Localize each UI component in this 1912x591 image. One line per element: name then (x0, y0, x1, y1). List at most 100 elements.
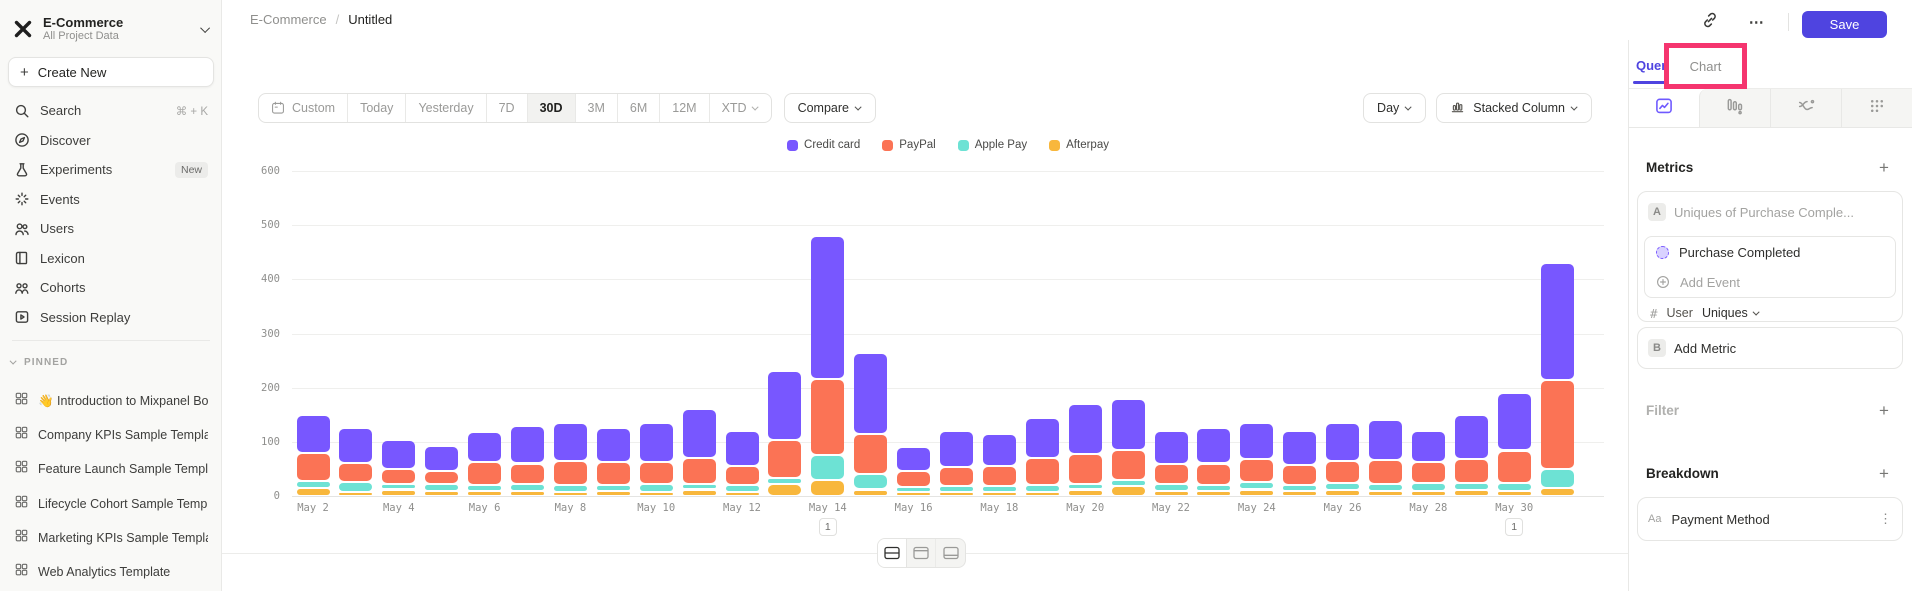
bar-segment-credit-card[interactable] (1025, 418, 1059, 458)
bar-segment-paypal[interactable] (425, 471, 459, 483)
pinned-item-company-kpis-sample-template[interactable]: Company KPIs Sample Template (4, 418, 218, 452)
bar-segment-paypal[interactable] (982, 466, 1016, 486)
sidebar-item-users[interactable]: Users (4, 214, 218, 244)
bar-segment-credit-card[interactable] (1068, 404, 1102, 454)
bar-segment-credit-card[interactable] (811, 237, 845, 378)
pinned-section-header[interactable]: PINNED (9, 357, 68, 368)
kebab-menu-icon[interactable]: ⋮ (1879, 511, 1892, 526)
add-filter-plus-button[interactable]: + (1879, 401, 1889, 420)
layout-chart-only-button[interactable] (907, 539, 936, 567)
bar-segment-credit-card[interactable] (682, 410, 716, 458)
bar-segment-afterpay[interactable] (682, 490, 716, 495)
bar-segment-paypal[interactable] (1154, 464, 1188, 484)
bar-segment-paypal[interactable] (553, 461, 587, 485)
annotation-marker-may-30[interactable]: 1 (1505, 518, 1524, 536)
save-button[interactable]: Save (1802, 11, 1887, 38)
bar-segment-apple-pay[interactable] (1497, 484, 1531, 490)
bar-segment-credit-card[interactable] (1454, 415, 1488, 458)
bar-segment-afterpay[interactable] (1111, 487, 1145, 496)
date-range-custom[interactable]: Custom (259, 94, 347, 122)
bar-segment-credit-card[interactable] (1154, 432, 1188, 463)
bar-segment-credit-card[interactable] (296, 415, 330, 452)
bar-segment-apple-pay[interactable] (854, 475, 888, 489)
bar-segment-credit-card[interactable] (596, 429, 630, 462)
bar-segment-apple-pay[interactable] (1411, 484, 1445, 490)
bar-segment-apple-pay[interactable] (982, 487, 1016, 491)
layout-split-horizontal-button[interactable] (878, 539, 907, 567)
bar-segment-credit-card[interactable] (639, 423, 673, 461)
bar-segment-afterpay[interactable] (897, 492, 931, 495)
bar-segment-credit-card[interactable] (897, 448, 931, 471)
date-range-xtd[interactable]: XTD (708, 94, 771, 122)
bar-segment-paypal[interactable] (1326, 462, 1360, 482)
bar-segment-apple-pay[interactable] (1025, 486, 1059, 491)
bar-segment-paypal[interactable] (1540, 380, 1574, 468)
bar-segment-afterpay[interactable] (596, 491, 630, 495)
bar-segment-apple-pay[interactable] (1326, 484, 1360, 489)
bar-segment-afterpay[interactable] (768, 485, 802, 495)
pinned-item-feature-launch-sample-template[interactable]: Feature Launch Sample Template (4, 452, 218, 486)
tab-chart[interactable]: Chart (1689, 58, 1722, 74)
project-switcher[interactable]: E-Commerce All Project Data (12, 11, 211, 47)
compare-button[interactable]: Compare (783, 93, 876, 123)
bar-segment-paypal[interactable] (1411, 463, 1445, 482)
bar-segment-paypal[interactable] (897, 472, 931, 487)
metric-card-b[interactable]: B Add Metric (1637, 327, 1903, 369)
bar-segment-afterpay[interactable] (940, 492, 973, 495)
bar-segment-paypal[interactable] (511, 464, 544, 484)
bar-segment-paypal[interactable] (339, 464, 373, 481)
pinned-item-marketing-kpis-sample-template[interactable]: Marketing KPIs Sample Template (4, 521, 218, 555)
bar-segment-afterpay[interactable] (425, 491, 459, 495)
bar-segment-apple-pay[interactable] (425, 485, 459, 490)
layout-table-only-button[interactable] (936, 539, 965, 567)
sidebar-item-events[interactable]: Events (4, 185, 218, 215)
bar-segment-apple-pay[interactable] (468, 486, 502, 490)
bar-segment-apple-pay[interactable] (725, 486, 759, 491)
sidebar-item-session-replay[interactable]: Session Replay (4, 303, 218, 333)
sidebar-item-lexicon[interactable]: Lexicon (4, 244, 218, 274)
report-type-funnels-tab[interactable] (1699, 89, 1770, 127)
add-metric-plus-button[interactable]: + (1879, 158, 1889, 177)
bar-segment-apple-pay[interactable] (1454, 484, 1488, 489)
bar-segment-afterpay[interactable] (1369, 491, 1402, 495)
bar-segment-credit-card[interactable] (1240, 423, 1274, 459)
bar-segment-paypal[interactable] (1497, 451, 1531, 482)
pinned-item-introduction-to-mixpanel-board[interactable]: 👋 Introduction to Mixpanel Board (4, 384, 218, 418)
bar-segment-credit-card[interactable] (1326, 423, 1360, 461)
bar-segment-apple-pay[interactable] (897, 488, 931, 491)
bar-segment-paypal[interactable] (1369, 460, 1402, 484)
bar-segment-afterpay[interactable] (296, 488, 330, 495)
date-range-today[interactable]: Today (347, 94, 405, 122)
pinned-item-lifecycle-cohort-sample-template[interactable]: Lifecycle Cohort Sample Template (4, 487, 218, 521)
bar-segment-paypal[interactable] (1197, 464, 1231, 485)
bar-segment-credit-card[interactable] (982, 434, 1016, 465)
bar-segment-credit-card[interactable] (1540, 264, 1574, 379)
bar-segment-credit-card[interactable] (339, 429, 373, 462)
bar-segment-credit-card[interactable] (1411, 432, 1445, 462)
bar-segment-apple-pay[interactable] (639, 484, 673, 491)
bar-segment-credit-card[interactable] (1497, 394, 1531, 450)
breadcrumb-project[interactable]: E-Commerce (250, 12, 327, 27)
sidebar-item-cohorts[interactable]: Cohorts (4, 273, 218, 303)
bar-segment-afterpay[interactable] (553, 492, 587, 495)
bar-segment-afterpay[interactable] (382, 490, 416, 495)
bar-segment-afterpay[interactable] (1154, 491, 1188, 495)
bar-segment-paypal[interactable] (854, 434, 888, 474)
metric-a-summary[interactable]: Uniques of Purchase Comple... (1674, 204, 1854, 220)
annotation-marker-may-14[interactable]: 1 (818, 518, 837, 536)
date-range-30d[interactable]: 30D (526, 94, 575, 122)
bar-segment-afterpay[interactable] (982, 492, 1016, 495)
bar-segment-afterpay[interactable] (1068, 490, 1102, 495)
bar-segment-apple-pay[interactable] (1068, 485, 1102, 489)
bar-segment-paypal[interactable] (1454, 459, 1488, 482)
bar-segment-apple-pay[interactable] (1369, 485, 1402, 490)
bar-segment-paypal[interactable] (725, 467, 759, 485)
bar-segment-paypal[interactable] (296, 453, 330, 480)
bar-segment-afterpay[interactable] (639, 492, 673, 495)
copy-link-button[interactable] (1699, 11, 1721, 33)
bar-segment-paypal[interactable] (940, 468, 973, 486)
bar-segment-credit-card[interactable] (854, 353, 888, 433)
bar-segment-credit-card[interactable] (1283, 432, 1317, 464)
date-range-3m[interactable]: 3M (574, 94, 617, 122)
bar-segment-credit-card[interactable] (382, 441, 416, 468)
